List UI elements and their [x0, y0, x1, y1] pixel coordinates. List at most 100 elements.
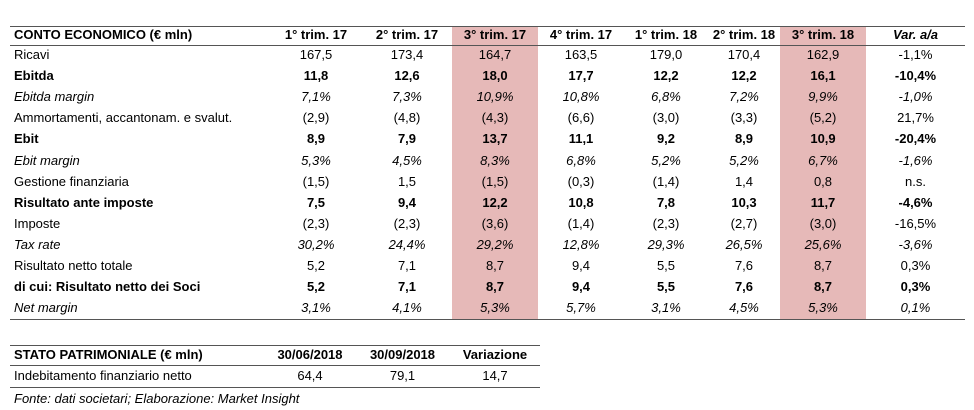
- column-header: 4° trim. 17: [549, 27, 613, 42]
- cell: (2,3): [652, 215, 680, 231]
- cell: 5,2: [306, 258, 326, 273]
- cell: 5,7%: [566, 300, 596, 316]
- cell: 64,4: [297, 368, 323, 383]
- cell: (6,6): [567, 110, 595, 126]
- cell: 29,3%: [647, 236, 685, 252]
- cell: -20,4%: [894, 131, 937, 147]
- cell: (0,3): [567, 173, 595, 189]
- column-header: Var. a/a: [892, 27, 939, 42]
- cell: 5,3%: [808, 300, 838, 316]
- cell: 10,8%: [562, 89, 600, 105]
- cell: 179,0: [649, 47, 683, 62]
- cell: 8,9: [306, 131, 326, 147]
- cell: (3,6): [481, 215, 509, 231]
- cell: 21,7%: [897, 110, 934, 126]
- cell: 7,2%: [729, 89, 759, 105]
- cell: 8,7: [485, 258, 505, 273]
- cell: 0,3%: [900, 258, 931, 273]
- cell: 5,5: [656, 258, 676, 273]
- cell: 5,2: [306, 279, 326, 295]
- cell: 162,9: [806, 47, 840, 62]
- source-note: Fonte: dati societari; Elaborazione: Mar…: [14, 391, 300, 406]
- cell: 25,6%: [804, 236, 842, 252]
- cell: (4,3): [481, 110, 509, 126]
- cell: (1,5): [302, 173, 330, 189]
- cell: 29,2%: [476, 236, 514, 252]
- column-header: STATO PATRIMONIALE (€ mln): [14, 347, 203, 362]
- cell: 6,7%: [808, 152, 838, 168]
- cell: 9,4: [571, 258, 591, 273]
- highlight-column: [780, 26, 866, 320]
- cell: 164,7: [478, 47, 512, 62]
- cell: 7,6: [734, 279, 754, 295]
- cell: 7,1: [397, 258, 417, 273]
- cell: (2,7): [730, 215, 758, 231]
- row-label: di cui: Risultato netto dei Soci: [14, 279, 201, 295]
- cell: -10,4%: [894, 68, 937, 84]
- cell: 7,6: [734, 258, 754, 273]
- row-label: Ebitda: [14, 68, 54, 84]
- cell: 17,7: [568, 68, 594, 84]
- rule: [10, 45, 965, 46]
- cell: 4,5%: [729, 300, 759, 316]
- cell: 7,1: [397, 279, 417, 295]
- cell: n.s.: [905, 173, 926, 189]
- cell: 7,3%: [392, 89, 422, 105]
- cell: 3,1%: [651, 300, 681, 316]
- cell: 170,4: [727, 47, 761, 62]
- cell: (1,5): [481, 173, 509, 189]
- cell: 8,7: [813, 279, 833, 295]
- row-label: Ebitda margin: [14, 89, 95, 105]
- cell: 4,5%: [392, 152, 422, 168]
- highlight-column: [452, 26, 538, 320]
- cell: (3,0): [652, 110, 680, 126]
- cell: 8,3%: [480, 152, 510, 168]
- cell: 12,2: [731, 68, 757, 84]
- cell: 12,6: [394, 68, 420, 84]
- cell: 30,2%: [297, 236, 335, 252]
- row-label: Gestione finanziaria: [14, 173, 129, 189]
- rule: [10, 365, 540, 366]
- cell: (2,9): [302, 110, 330, 126]
- column-header: 30/06/2018: [277, 347, 343, 362]
- row-label: Ammortamenti, accantonam. e svalut.: [14, 110, 233, 126]
- cell: -1,0%: [898, 89, 933, 105]
- cell: (5,2): [809, 110, 837, 126]
- cell: 12,2: [653, 68, 679, 84]
- row-label: Risultato netto totale: [14, 258, 133, 273]
- cell: 18,0: [482, 68, 508, 84]
- cell: 0,1%: [900, 300, 931, 316]
- row-label: Net margin: [14, 300, 78, 316]
- cell: 9,2: [656, 131, 676, 147]
- cell: 6,8%: [651, 89, 681, 105]
- cell: 9,4: [397, 194, 417, 210]
- cell: 5,2%: [729, 152, 759, 168]
- cell: -4,6%: [898, 194, 933, 210]
- cell: (1,4): [652, 173, 680, 189]
- cell: 10,9%: [476, 89, 514, 105]
- column-header: CONTO ECONOMICO (€ mln): [14, 27, 193, 42]
- cell: (4,8): [393, 110, 421, 126]
- rule: [10, 319, 965, 321]
- cell: 10,9: [810, 131, 836, 147]
- cell: 5,3%: [301, 152, 331, 168]
- cell: 7,8: [656, 194, 676, 210]
- cell: -3,6%: [898, 236, 933, 252]
- cell: 9,9%: [808, 89, 838, 105]
- column-header: 3° trim. 17: [463, 27, 527, 42]
- cell: 9,4: [571, 279, 591, 295]
- row-label: Tax rate: [14, 236, 61, 252]
- cell: -1,1%: [898, 47, 933, 62]
- rule: [10, 345, 540, 346]
- row-label: Ebit margin: [14, 152, 80, 168]
- cell: 24,4%: [388, 236, 426, 252]
- cell: 8,7: [485, 279, 505, 295]
- cell: 167,5: [299, 47, 333, 62]
- cell: 1,4: [734, 173, 754, 189]
- column-header: 2° trim. 18: [712, 27, 776, 42]
- cell: 5,2%: [651, 152, 681, 168]
- cell: 10,8: [568, 194, 594, 210]
- cell: -16,5%: [894, 215, 937, 231]
- cell: (2,3): [302, 215, 330, 231]
